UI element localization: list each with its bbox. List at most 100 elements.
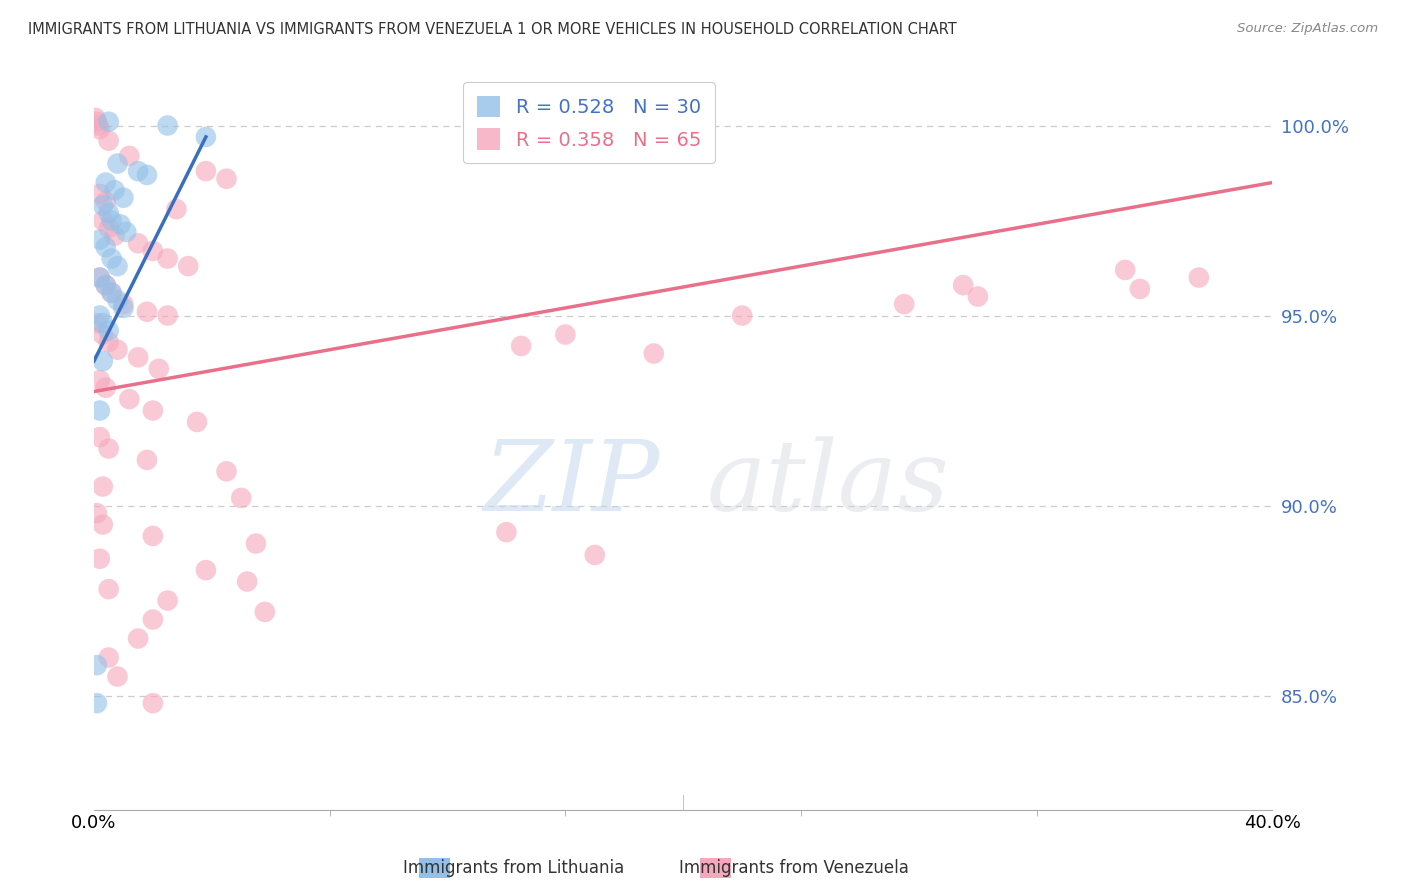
Point: [103, 183, 125, 197]
Point: [89, 122, 111, 136]
Text: Source: ZipAtlas.com: Source: ZipAtlas.com: [1237, 22, 1378, 36]
Point: [142, 696, 165, 710]
Point: [94, 278, 117, 293]
Point: [127, 632, 149, 646]
Point: [127, 236, 149, 251]
Point: [112, 297, 135, 311]
Point: [110, 217, 132, 231]
Point: [966, 289, 988, 303]
Point: [100, 213, 122, 227]
Point: [91, 198, 114, 212]
Point: [253, 605, 276, 619]
Point: [89, 430, 111, 444]
Point: [186, 415, 208, 429]
Point: [86, 658, 108, 673]
Point: [136, 304, 159, 318]
Point: [643, 346, 665, 360]
Point: [115, 225, 138, 239]
Point: [165, 202, 187, 216]
Point: [107, 259, 129, 273]
Point: [89, 309, 111, 323]
Point: [89, 270, 111, 285]
Point: [97, 221, 120, 235]
Point: [112, 191, 135, 205]
Point: [156, 252, 179, 266]
Point: [89, 373, 111, 387]
Point: [97, 206, 120, 220]
Point: [148, 361, 170, 376]
Point: [215, 171, 238, 186]
Point: [245, 536, 267, 550]
Point: [86, 696, 108, 710]
Text: IMMIGRANTS FROM LITHUANIA VS IMMIGRANTS FROM VENEZUELA 1 OR MORE VEHICLES IN HOU: IMMIGRANTS FROM LITHUANIA VS IMMIGRANTS …: [28, 22, 957, 37]
Point: [156, 309, 179, 323]
Point: [731, 309, 754, 323]
Point: [107, 343, 129, 357]
Text: ZIP: ZIP: [484, 436, 659, 531]
Point: [89, 403, 111, 417]
Text: Immigrants from Venezuela: Immigrants from Venezuela: [679, 859, 910, 877]
Point: [97, 324, 120, 338]
Point: [194, 129, 217, 144]
Point: [583, 548, 606, 562]
Point: [97, 582, 120, 596]
Point: [952, 278, 974, 293]
Point: [177, 259, 200, 273]
Point: [127, 351, 149, 365]
Point: [97, 114, 120, 128]
Legend: R = 0.528   N = 30, R = 0.358   N = 65: R = 0.528 N = 30, R = 0.358 N = 65: [463, 82, 714, 163]
Point: [97, 442, 120, 456]
Point: [103, 228, 125, 243]
Point: [91, 316, 114, 330]
Point: [86, 506, 108, 520]
Point: [107, 669, 129, 683]
Point: [97, 335, 120, 350]
Point: [91, 327, 114, 342]
Point: [94, 278, 117, 293]
Point: [89, 551, 111, 566]
Point: [156, 119, 179, 133]
Point: [87, 119, 110, 133]
Point: [1114, 263, 1136, 277]
Point: [142, 244, 165, 258]
Point: [554, 327, 576, 342]
Point: [107, 293, 129, 308]
Point: [89, 233, 111, 247]
Point: [231, 491, 253, 505]
Point: [893, 297, 915, 311]
Point: [112, 301, 135, 315]
Point: [89, 270, 111, 285]
Point: [107, 156, 129, 170]
Point: [510, 339, 533, 353]
Point: [142, 613, 165, 627]
Point: [100, 285, 122, 300]
Point: [97, 650, 120, 665]
Text: Immigrants from Lithuania: Immigrants from Lithuania: [402, 859, 624, 877]
Point: [91, 517, 114, 532]
Text: atlas: atlas: [707, 436, 949, 531]
Point: [86, 316, 108, 330]
Point: [136, 168, 159, 182]
Point: [84, 111, 107, 125]
Point: [94, 194, 117, 209]
Point: [194, 164, 217, 178]
Point: [94, 176, 117, 190]
Point: [194, 563, 217, 577]
Point: [495, 525, 517, 540]
Point: [100, 252, 122, 266]
Point: [94, 381, 117, 395]
Point: [91, 213, 114, 227]
Point: [97, 134, 120, 148]
Point: [156, 593, 179, 607]
Point: [100, 285, 122, 300]
Point: [215, 464, 238, 478]
Point: [142, 529, 165, 543]
Point: [89, 186, 111, 201]
Point: [136, 453, 159, 467]
Point: [94, 240, 117, 254]
Point: [236, 574, 259, 589]
Point: [1129, 282, 1152, 296]
Point: [127, 164, 149, 178]
Point: [91, 479, 114, 493]
Point: [118, 392, 141, 406]
